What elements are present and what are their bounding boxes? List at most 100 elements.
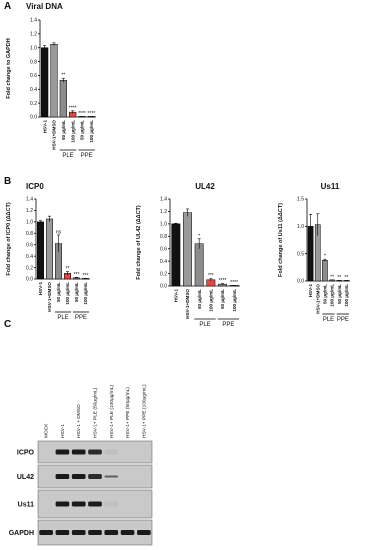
row-label: GAPDH (9, 530, 34, 537)
chart-title: Us11 (321, 182, 340, 191)
y-tick-label: 0.6 (26, 242, 33, 248)
bar (194, 243, 204, 287)
blot-band (88, 474, 102, 479)
blot-band (137, 530, 151, 535)
y-tick-label: 0.2 (26, 265, 33, 271)
x-tick-label: HSV-1+DMSO (315, 284, 320, 314)
x-tick-label: 50 µg/mL (323, 284, 328, 304)
group-label: PPE (81, 153, 93, 159)
y-axis-label: Fold change of Us11 (ΔΔCT) (278, 203, 284, 277)
significance: ** (337, 275, 341, 281)
significance: * (324, 254, 326, 260)
y-tick-label: 0.8 (160, 234, 167, 240)
blot-band (104, 449, 119, 455)
y-tick-label: 1.0 (297, 224, 304, 230)
significance: **** (78, 111, 86, 117)
x-tick-label: 50 µg/mL (61, 120, 66, 140)
y-tick-label: 1.2 (160, 209, 167, 215)
y-axis-label: Fold change to GAPDH (6, 38, 12, 99)
bar (41, 47, 49, 118)
bar (183, 212, 192, 287)
group-label: PLE (62, 153, 73, 159)
significance: *** (208, 273, 214, 279)
panel-label: A (4, 1, 11, 12)
blot-band (71, 530, 86, 535)
x-tick-label: HSV-1 (308, 284, 313, 298)
lane-label: HSV-1+ PLE (100µg/mL) (109, 385, 115, 438)
y-tick-label: 1.0 (26, 220, 33, 226)
panel-label: B (4, 176, 11, 187)
lane-label: MOCK (44, 423, 50, 438)
y-tick-label: 1.0 (160, 222, 167, 228)
y-tick-label: 0.4 (30, 87, 37, 93)
blot-band (104, 475, 119, 478)
bar (46, 218, 53, 280)
row-label: ICPO (17, 450, 35, 457)
x-tick-label: HSV-1+DMSO (52, 120, 57, 150)
significance: ** (66, 266, 70, 272)
blot-band (120, 530, 135, 535)
group-label: PLE (323, 317, 334, 323)
y-tick-label: 0.2 (160, 271, 167, 277)
x-tick-label: 50 µg/mL (337, 284, 342, 304)
blot-band (71, 501, 86, 507)
significance: **** (219, 278, 227, 284)
blot-band (55, 474, 70, 479)
panel-label: C (4, 319, 11, 330)
blot-band (55, 501, 70, 507)
significance: **** (230, 280, 238, 286)
blot-band (71, 474, 86, 479)
bar (37, 221, 44, 280)
y-tick-label: 0.0 (30, 115, 37, 121)
y-tick-label: 1.2 (30, 32, 37, 38)
y-tick-label: 1.4 (30, 18, 37, 24)
x-tick-label: 50 µg/mL (74, 282, 79, 302)
y-axis-label: Fold change of ICP0 (ΔΔCT) (6, 202, 12, 275)
y-tick-label: 1.4 (160, 197, 167, 203)
significance: ** (344, 275, 348, 281)
x-tick-label: 100 µg/mL (89, 120, 94, 143)
lane-label: HSV-1 (60, 424, 66, 438)
y-tick-label: 1.4 (26, 197, 33, 203)
y-tick-label: 0.0 (26, 277, 33, 283)
group-label: PLE (57, 315, 68, 321)
x-tick-label: 50 µg/mL (56, 282, 61, 302)
x-tick-label: 50 µg/mL (197, 289, 202, 309)
y-tick-label: 1.5 (297, 197, 304, 203)
blot-band (88, 501, 102, 507)
blot-band (39, 530, 53, 535)
y-tick-label: 0.0 (297, 279, 304, 285)
x-tick-label: 100 µg/mL (208, 289, 213, 312)
blot-band (88, 530, 102, 535)
x-tick-label: HSV-1 (38, 282, 43, 296)
x-tick-label: 100 µg/mL (70, 120, 75, 143)
row-label: Us11 (18, 502, 34, 509)
x-tick-label: HSV-1 (173, 289, 178, 303)
y-tick-label: 1.0 (30, 45, 37, 51)
y-tick-label: 0.0 (160, 284, 167, 290)
y-tick-label: 1.2 (26, 208, 33, 214)
group-label: PPE (222, 322, 234, 328)
blot-band (104, 501, 119, 507)
blot-band (55, 530, 70, 535)
y-axis-label: Fold change of UL42 (ΔΔCT) (136, 205, 142, 280)
x-tick-label: HSV-1+DMSO (185, 289, 190, 319)
significance: *** (83, 273, 89, 279)
blot-band (88, 449, 102, 455)
chart-title: UL42 (195, 182, 215, 191)
lane-label: HSV-1+ PPE (100µg/mL) (141, 384, 147, 438)
y-tick-label: 0.5 (297, 251, 304, 257)
blot-band (104, 530, 119, 535)
significance: ** (61, 73, 65, 79)
blot-band (71, 449, 86, 455)
y-tick-label: 0.8 (26, 231, 33, 237)
significance: *** (74, 272, 80, 278)
significance: * (198, 233, 200, 239)
bar (322, 259, 328, 282)
x-tick-label: 100 µg/mL (232, 289, 237, 312)
row-label: UL42 (17, 474, 34, 481)
y-tick-label: 0.6 (30, 73, 37, 79)
group-label: PPE (75, 315, 87, 321)
y-tick-label: 0.2 (30, 101, 37, 107)
